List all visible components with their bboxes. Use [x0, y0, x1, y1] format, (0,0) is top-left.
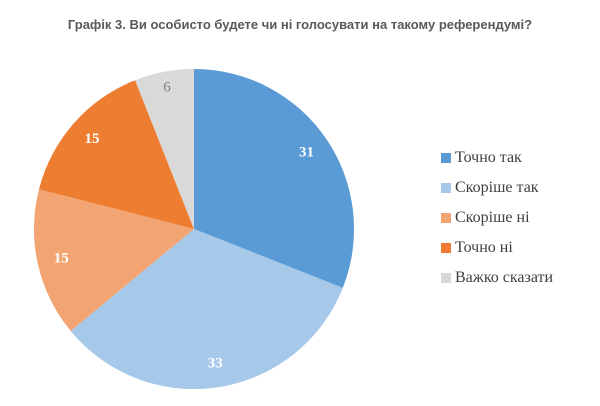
legend: Точно так Скоріше так Скоріше ні Точно ні Ва…	[441, 143, 553, 293]
legend-item: Важко сказати	[441, 263, 553, 293]
chart-title: Графік 3. Ви особисто будете чи ні голос…	[67, 17, 533, 32]
legend-label: Скоріше так	[455, 179, 539, 196]
legend-label: Важко сказати	[455, 269, 554, 286]
legend-swatch	[441, 213, 451, 223]
pie-slice-4	[39, 80, 194, 229]
pie-slice-5	[135, 68, 194, 230]
legend-item: Скоріше так	[441, 173, 553, 203]
slice-value-label: 33	[208, 355, 223, 371]
pie-slice-2	[70, 229, 343, 390]
legend-swatch	[441, 153, 451, 163]
legend-item: Точно так	[441, 143, 553, 173]
legend-label: Точно так	[455, 149, 522, 166]
pie-slice-1	[194, 68, 355, 288]
legend-swatch	[441, 243, 451, 253]
pie-slice-3	[33, 189, 194, 331]
legend-label: Точно ні	[455, 239, 513, 256]
slice-value-label: 6	[163, 80, 171, 96]
legend-swatch	[441, 273, 451, 283]
legend-label: Скоріше ні	[455, 209, 530, 226]
slice-value-label: 15	[85, 131, 100, 147]
legend-item: Точно ні	[441, 233, 553, 263]
legend-item: Скоріше ні	[441, 203, 553, 233]
slice-value-label: 15	[54, 251, 69, 267]
legend-swatch	[441, 183, 451, 193]
slice-value-label: 31	[299, 145, 314, 161]
